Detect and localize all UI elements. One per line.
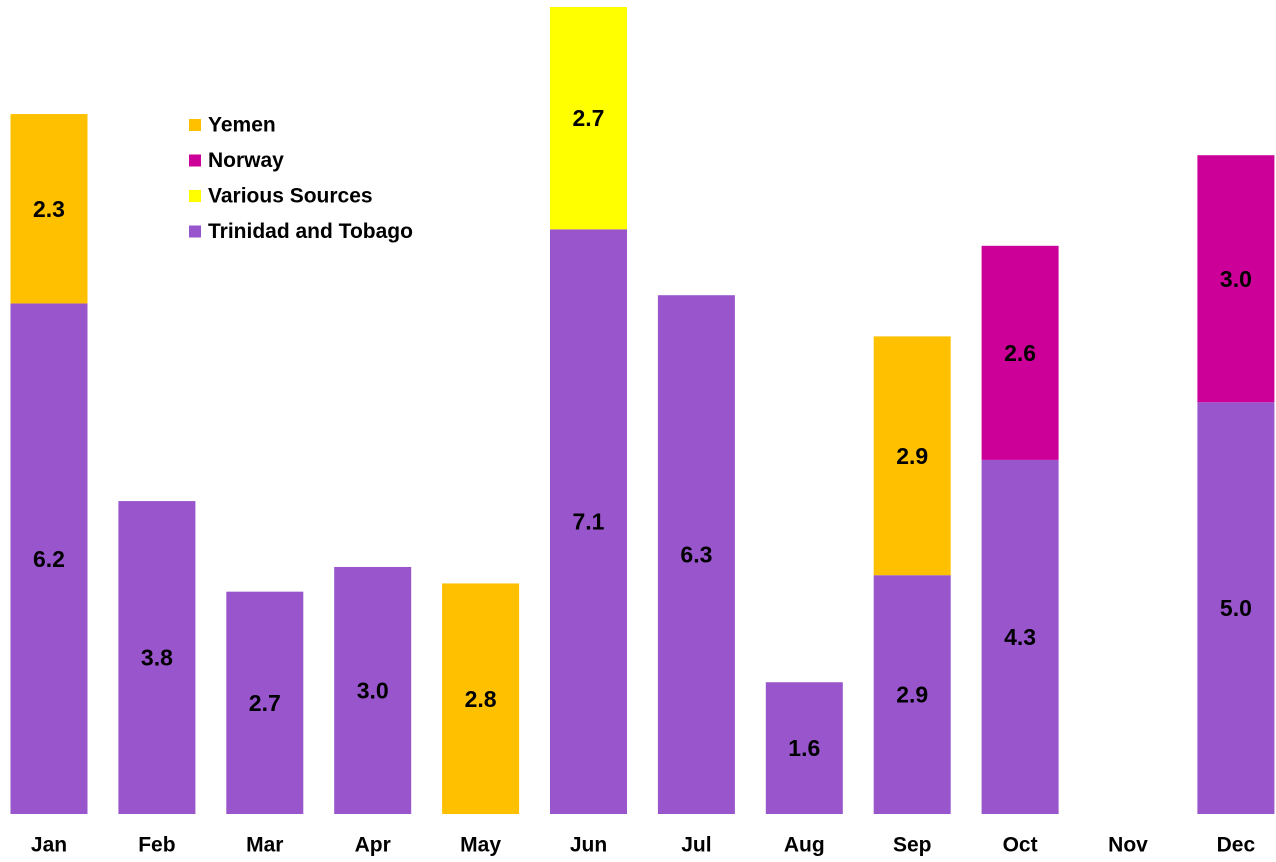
- value-label: 4.3: [1004, 624, 1036, 650]
- x-tick-label: May: [460, 834, 501, 857]
- x-tick-label: Dec: [1217, 834, 1256, 857]
- bar-segment: [226, 591, 304, 814]
- bar-segment: [442, 583, 520, 814]
- bar-segment: [550, 7, 627, 230]
- value-label: 2.6: [1004, 340, 1036, 366]
- bar-segment: [765, 682, 843, 814]
- bar-segment: [981, 245, 1059, 460]
- bar-segment: [873, 336, 951, 576]
- bar-segment: [10, 303, 88, 814]
- legend-swatch: [189, 225, 201, 238]
- value-label: 5.0: [1220, 595, 1252, 621]
- x-tick-label: Oct: [1003, 834, 1038, 857]
- value-label: 6.2: [33, 546, 65, 572]
- bar-segment: [1197, 155, 1275, 403]
- bar-segment: [1197, 402, 1275, 814]
- value-label: 3.0: [357, 678, 389, 704]
- value-label: 1.6: [788, 735, 820, 761]
- value-label: 3.8: [141, 645, 173, 671]
- x-tick-label: Jul: [681, 834, 711, 857]
- value-label: 2.9: [896, 443, 928, 469]
- bar-segment: [10, 114, 88, 304]
- bar-segment: [657, 295, 735, 814]
- legend-swatch: [189, 119, 201, 131]
- legend-label: Yemen: [208, 114, 276, 137]
- value-label: 6.3: [680, 542, 712, 568]
- bar-segment: [334, 566, 412, 814]
- x-tick-label: Feb: [138, 834, 175, 857]
- legend-label: Norway: [208, 149, 284, 172]
- value-label: 2.3: [33, 196, 65, 222]
- value-label: 7.1: [573, 509, 605, 535]
- legend-label: Trinidad and Tobago: [208, 220, 413, 243]
- x-tick-label: Mar: [246, 834, 283, 857]
- value-label: 2.7: [249, 690, 281, 716]
- value-label: 3.0: [1220, 266, 1252, 292]
- legend-swatch: [189, 154, 201, 167]
- bar-segment: [981, 459, 1059, 814]
- x-tick-label: Apr: [355, 834, 391, 857]
- bar-segment: [118, 501, 196, 814]
- x-tick-label: Sep: [893, 834, 932, 857]
- bar-segment: [873, 575, 951, 814]
- x-tick-label: Jan: [31, 834, 67, 857]
- x-tick-label: Nov: [1108, 834, 1148, 857]
- value-label: 2.7: [573, 105, 605, 131]
- legend-swatch: [189, 190, 201, 202]
- x-tick-label: Aug: [784, 834, 825, 857]
- value-label: 2.8: [465, 686, 497, 712]
- bar-segment: [550, 229, 627, 814]
- x-tick-label: Jun: [570, 834, 607, 857]
- legend-label: Various Sources: [208, 185, 373, 208]
- value-label: 2.9: [896, 682, 928, 708]
